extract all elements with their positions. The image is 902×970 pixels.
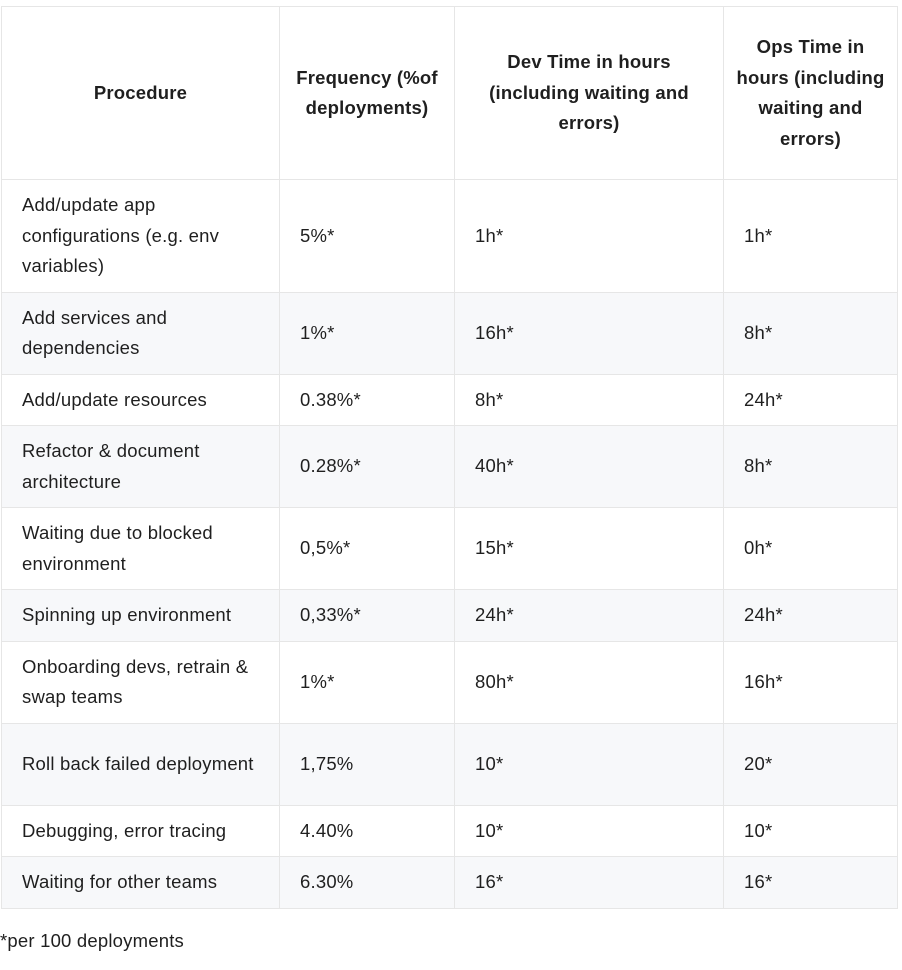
cell-frequency: 4.40% [279,804,455,857]
header-frequency: Frequency (%of deployments) [279,6,455,180]
cell-frequency: 1,75% [279,722,455,806]
cell-procedure: Debugging, error tracing [1,804,280,857]
cell-ops-time: 20* [723,722,898,806]
deployment-procedures-table: Procedure Frequency (%of deployments) De… [1,6,898,909]
cell-dev-time: 80h* [454,640,724,724]
cell-procedure: Roll back failed deployment [1,722,280,806]
cell-ops-time: 8h* [723,291,898,375]
footnote: *per 100 deployments [0,930,184,951]
cell-ops-time: 0h* [723,507,898,590]
cell-procedure: Add services and dependencies [1,291,280,375]
cell-procedure: Refactor & document architecture [1,425,280,508]
cell-procedure: Waiting due to blocked environment [1,507,280,590]
cell-ops-time: 24h* [723,589,898,642]
cell-frequency: 0,33%* [279,589,455,642]
cell-dev-time: 10* [454,804,724,857]
header-ops-time: Ops Time in hours (including waiting and… [723,6,898,180]
header-dev-time: Dev Time in hours (including waiting and… [454,6,724,180]
cell-frequency: 5%* [279,179,455,293]
cell-dev-time: 24h* [454,589,724,642]
cell-frequency: 0,5%* [279,507,455,590]
cell-procedure: Spinning up environment [1,589,280,642]
cell-procedure: Add/update resources [1,373,280,426]
cell-dev-time: 8h* [454,373,724,426]
table-row: Spinning up environment 0,33%* 24h* 24h* [1,589,898,642]
cell-dev-time: 15h* [454,507,724,590]
cell-frequency: 0.28%* [279,425,455,508]
cell-frequency: 1%* [279,291,455,375]
cell-ops-time: 16h* [723,640,898,724]
table-header-row: Procedure Frequency (%of deployments) De… [1,6,898,180]
cell-ops-time: 16* [723,856,898,909]
table-row: Roll back failed deployment 1,75% 10* 20… [1,722,898,806]
cell-procedure: Add/update app configurations (e.g. env … [1,179,280,293]
table-row: Add/update app configurations (e.g. env … [1,179,898,293]
cell-frequency: 6.30% [279,856,455,909]
cell-frequency: 0.38%* [279,373,455,426]
header-procedure: Procedure [1,6,280,180]
table-row: Refactor & document architecture 0.28%* … [1,425,898,508]
cell-dev-time: 16h* [454,291,724,375]
table-row: Debugging, error tracing 4.40% 10* 10* [1,804,898,857]
cell-dev-time: 10* [454,722,724,806]
cell-ops-time: 1h* [723,179,898,293]
table-row: Waiting for other teams 6.30% 16* 16* [1,856,898,909]
cell-dev-time: 1h* [454,179,724,293]
cell-dev-time: 40h* [454,425,724,508]
table-container: Procedure Frequency (%of deployments) De… [1,6,898,909]
cell-procedure: Waiting for other teams [1,856,280,909]
table-row: Waiting due to blocked environment 0,5%*… [1,507,898,590]
cell-ops-time: 10* [723,804,898,857]
cell-ops-time: 8h* [723,425,898,508]
cell-ops-time: 24h* [723,373,898,426]
table-row: Add services and dependencies 1%* 16h* 8… [1,291,898,375]
cell-dev-time: 16* [454,856,724,909]
table-row: Onboarding devs, retrain & swap teams 1%… [1,640,898,724]
cell-procedure: Onboarding devs, retrain & swap teams [1,640,280,724]
cell-frequency: 1%* [279,640,455,724]
table-row: Add/update resources 0.38%* 8h* 24h* [1,373,898,426]
